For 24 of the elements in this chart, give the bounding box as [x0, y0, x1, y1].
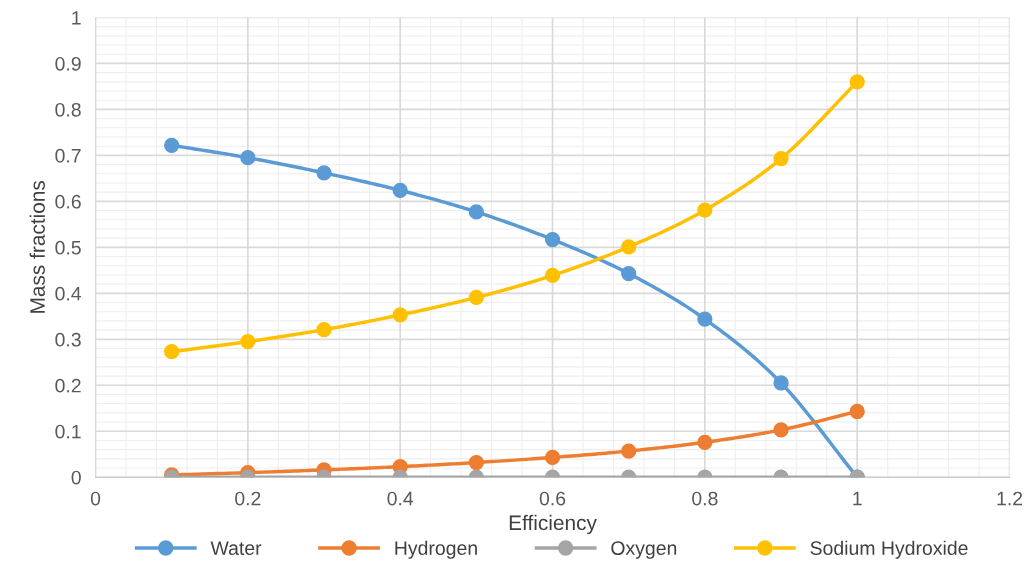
x-axis-title: Efficiency	[509, 514, 597, 535]
y-tick-label: 0.3	[55, 332, 81, 347]
y-tick-label: 0	[71, 470, 81, 485]
x-tick-label: 0	[90, 491, 101, 506]
legend-label: Oxygen	[611, 541, 677, 559]
x-tick-label: 1.2	[997, 491, 1023, 506]
y-axis-title: Mass fractions	[29, 180, 45, 313]
y-tick-label: 1	[72, 11, 81, 25]
x-tick-label: 0.8	[692, 491, 718, 506]
y-tick-label: 0.2	[55, 378, 81, 393]
x-tick-label: 1	[853, 491, 862, 506]
x-tick-label: 0.2	[235, 491, 261, 506]
y-tick-label: 0.4	[55, 286, 82, 301]
legend-label: Hydrogen	[395, 540, 477, 559]
y-tick-label: 0.7	[55, 148, 81, 163]
x-tick-label: 0.6	[539, 491, 566, 506]
y-tick-label: 0.8	[55, 102, 81, 117]
y-tick-label: 0.6	[55, 194, 81, 209]
y-tick-label: 0.9	[55, 56, 81, 71]
legend-label: Sodium Hydroxide	[810, 540, 968, 559]
x-tick-label: 0.4	[387, 491, 414, 506]
legend-label: Water	[210, 541, 262, 555]
y-tick-label: 0.5	[55, 240, 81, 255]
y-tick-label: 0.1	[55, 424, 81, 439]
